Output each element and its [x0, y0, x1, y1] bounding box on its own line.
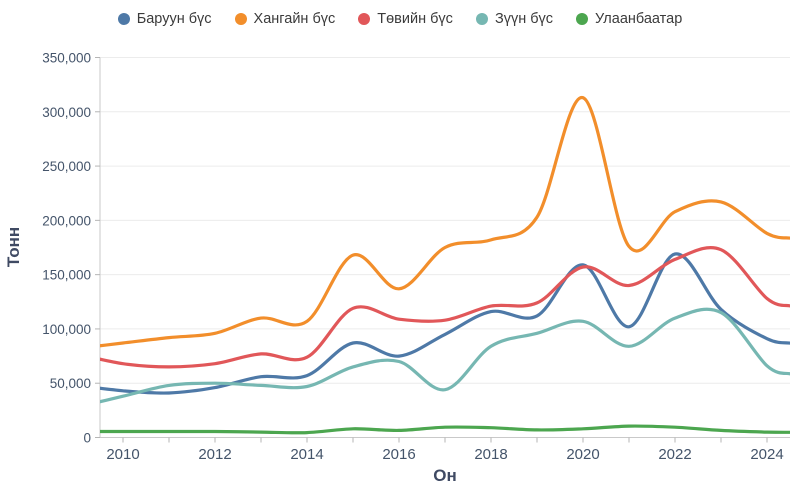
x-tick-label: 2020 — [566, 446, 599, 463]
legend-item-label: Хангайн бүс — [253, 11, 336, 27]
x-tick-label: 2016 — [382, 446, 415, 463]
y-tick-label: 150,000 — [42, 268, 91, 283]
legend-marker-icon — [475, 13, 488, 25]
y-tick-label: 350,000 — [42, 51, 91, 66]
legend-item-2[interactable]: Хангайн бүс — [234, 11, 336, 27]
x-tick-label: 2010 — [106, 446, 139, 463]
legend-item-1[interactable]: Баруун бүс — [117, 11, 212, 27]
chart-legend: Баруун бүс Хангайн бүс Төвийн бүс Зүүн бүс У… — [0, 11, 800, 27]
series-line-Баруун бүс[interactable] — [77, 252, 790, 395]
x-tick-label: 2022 — [658, 446, 691, 463]
x-tick-label: 2018 — [474, 446, 507, 463]
legend-marker-icon — [117, 13, 130, 25]
legend-item-label: Улаанбаатар — [595, 11, 683, 27]
x-tick-label: 2024 — [750, 446, 783, 463]
series-line-Зүүн бүс[interactable] — [77, 307, 790, 407]
y-tick-label: 300,000 — [42, 105, 91, 120]
y-tick-label: 100,000 — [42, 322, 91, 337]
series-line-Улаанбаатар[interactable] — [77, 424, 790, 435]
y-tick-label: 0 — [83, 431, 91, 446]
y-tick-label: 50,000 — [50, 376, 91, 391]
legend-marker-icon — [234, 13, 247, 25]
y-tick-label: 200,000 — [42, 213, 91, 228]
x-axis-title: Он — [433, 466, 457, 485]
x-tick-label: 2014 — [290, 446, 323, 463]
legend-item-label: Зүүн бүс — [494, 11, 554, 27]
y-axis-title: Тонн — [4, 227, 23, 267]
legend-item-label: Төвийн бүс — [377, 11, 453, 27]
series-line-Төвийн бүс[interactable] — [77, 246, 790, 369]
y-tick-label: 250,000 — [42, 159, 91, 174]
legend-item-5[interactable]: Улаанбаатар — [576, 11, 682, 27]
legend-item-3[interactable]: Төвийн бүс — [358, 11, 453, 27]
legend-marker-icon — [358, 13, 371, 25]
legend-marker-icon — [576, 13, 589, 25]
legend-item-4[interactable]: Зүүн бүс — [475, 11, 554, 27]
x-tick-label: 2012 — [198, 446, 231, 463]
legend-item-label: Баруун бүс — [136, 11, 212, 27]
series-line-Хангайн бүс[interactable] — [77, 96, 790, 349]
